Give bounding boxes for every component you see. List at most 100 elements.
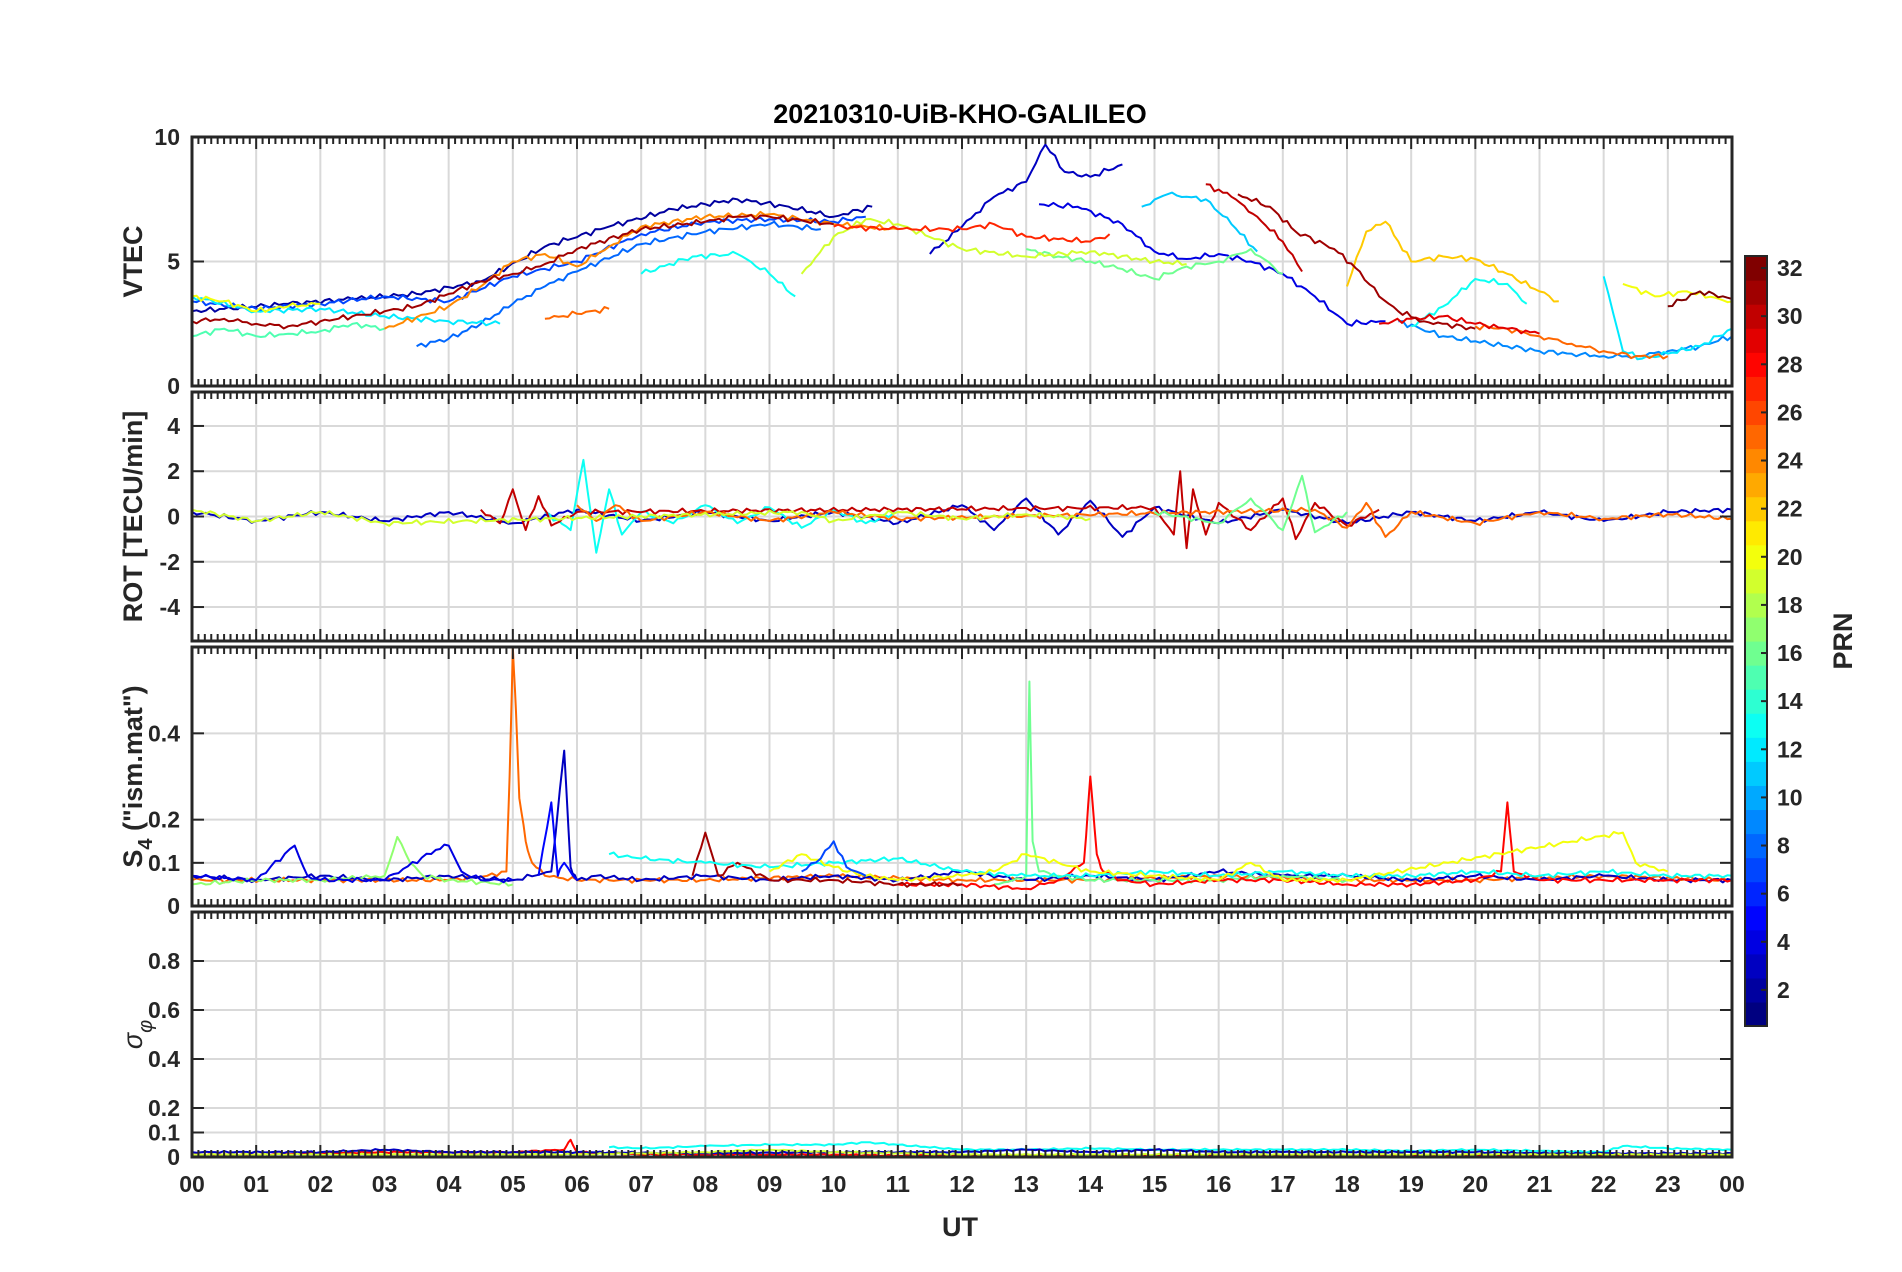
- x-tick-label: 20: [1463, 1171, 1489, 1197]
- colorbar-tick-label: 26: [1777, 399, 1803, 425]
- series-line-prn-32: [1667, 290, 1732, 308]
- x-tick-label: 07: [628, 1171, 654, 1197]
- series-line-prn-16: [1153, 474, 1348, 534]
- series-line-prn-20: [768, 831, 1669, 884]
- colorbar-swatch: [1745, 280, 1767, 305]
- y-tick-label: -4: [160, 594, 181, 620]
- x-tick-label: 11: [886, 1171, 911, 1197]
- colorbar-tick-label: 10: [1777, 784, 1803, 810]
- colorbar-label: PRN: [1828, 612, 1858, 669]
- series-line-prn-30: [480, 470, 1380, 550]
- y-axis-label: VTEC: [118, 225, 148, 297]
- colorbar-tick-label: 30: [1777, 303, 1803, 329]
- series-line-prn-2: [192, 197, 873, 313]
- series-line-prn-3: [929, 143, 1123, 255]
- x-tick-label: 19: [1398, 1171, 1424, 1197]
- y-axis-label-rest: ("ism.mat"): [118, 685, 148, 838]
- colorbar-swatch: [1745, 256, 1767, 281]
- colorbar-swatch: [1745, 424, 1767, 450]
- panel-frame: [190, 135, 1734, 388]
- series-group: [192, 647, 1732, 891]
- x-tick-label: 15: [1142, 1171, 1168, 1197]
- series-line-prn-27: [833, 221, 1111, 244]
- series-line-prn-8: [416, 220, 821, 348]
- colorbar-swatch: [1745, 520, 1767, 546]
- y-tick-label: 0: [167, 893, 180, 919]
- colorbar-tick-label: 2: [1777, 977, 1790, 1003]
- colorbar-swatch: [1745, 689, 1767, 714]
- colorbar-swatch: [1745, 568, 1767, 594]
- x-tick-label: 00: [179, 1171, 205, 1197]
- series-line-prn-20: [1622, 282, 1732, 304]
- colorbar-swatch: [1745, 448, 1767, 474]
- colorbar-swatch: [1745, 376, 1767, 401]
- series-line-prn-31: [192, 213, 834, 330]
- colorbar-tick-label: 28: [1777, 351, 1803, 377]
- series-line-prn-3: [192, 749, 1732, 884]
- colorbar-tick-label: 32: [1777, 255, 1803, 281]
- series-line-prn-22: [1346, 220, 1559, 303]
- colorbar-swatch: [1745, 352, 1767, 377]
- colorbar-swatch: [1745, 1001, 1767, 1027]
- series-line-prn-25: [544, 306, 610, 320]
- series-line-prn-11: [1141, 191, 1258, 253]
- y-axis-label-main: S: [118, 850, 148, 868]
- series-line-prn-5: [537, 801, 578, 881]
- y-tick-label: -2: [160, 549, 180, 575]
- x-tick-label: 23: [1655, 1171, 1681, 1197]
- series-line-prn-19: [800, 218, 1187, 275]
- y-tick-label: 10: [154, 124, 180, 150]
- y-tick-label: 5: [167, 249, 180, 275]
- colorbar-tick-label: 22: [1777, 496, 1803, 522]
- colorbar-swatch: [1745, 809, 1767, 835]
- x-tick-label: 13: [1013, 1171, 1039, 1197]
- colorbar-swatch: [1745, 496, 1767, 522]
- x-tick-label: 16: [1206, 1171, 1232, 1197]
- y-axis-label-sub: 4: [135, 838, 157, 850]
- series-group: [192, 143, 1732, 361]
- y-tick-label: 2: [167, 458, 180, 484]
- colorbar-swatch: [1745, 977, 1767, 1003]
- colorbar-swatch: [1745, 785, 1767, 811]
- x-tick-label: 12: [949, 1171, 975, 1197]
- colorbar-swatch: [1745, 592, 1767, 618]
- y-axis-label: ROT [TECU/min]: [118, 411, 148, 622]
- panel-frame: [190, 645, 1734, 908]
- colorbar-swatch: [1745, 761, 1767, 786]
- chart-title: 20210310-UiB-KHO-GALILEO: [773, 99, 1147, 129]
- colorbar-swatch: [1745, 304, 1767, 329]
- colorbar-swatch: [1745, 641, 1767, 666]
- series-line-prn-30: [1205, 183, 1303, 273]
- series-line-prn-3: [192, 497, 1732, 538]
- series-line-prn-4: [1038, 201, 1386, 327]
- x-axis-label: UT: [942, 1212, 978, 1242]
- series-line-prn-13: [1411, 277, 1528, 328]
- x-tick-label: 05: [500, 1171, 526, 1197]
- y-axis-label: σφ: [118, 1020, 157, 1049]
- y-tick-label: 0.4: [148, 720, 180, 746]
- panel-frame: [190, 390, 1734, 643]
- panel-vtec: 0 5 10 VTEC: [118, 124, 1734, 399]
- series-line-prn-25: [576, 501, 1732, 538]
- x-tick-label: 04: [436, 1171, 462, 1197]
- colorbar-swatch: [1745, 929, 1767, 955]
- series-line-prn-16: [1025, 248, 1284, 281]
- y-tick-label: 0.1: [148, 850, 180, 876]
- series-line-prn-9: [1398, 320, 1732, 359]
- y-tick-label: 0.8: [148, 948, 180, 974]
- panel-frame: [190, 910, 1734, 1159]
- y-tick-label: 0: [167, 373, 180, 399]
- y-axis-label: S4 ("ism.mat"): [118, 685, 157, 867]
- x-axis: 00 01 02 03 04 05 06 07 08 09 10 11 12 13 14 15 16 17 18 19…: [179, 1171, 1745, 1197]
- series-line-prn-7: [801, 840, 867, 877]
- colorbar-tick-label: 8: [1777, 833, 1790, 859]
- y-tick-label: 0: [167, 1144, 180, 1170]
- colorbar-tick-label: 6: [1777, 881, 1790, 907]
- y-tick-label: 0: [167, 504, 180, 530]
- x-tick-label: 02: [308, 1171, 334, 1197]
- series-group: [192, 458, 1732, 554]
- colorbar-swatch: [1745, 472, 1767, 498]
- colorbar-frame: [1744, 255, 1768, 1027]
